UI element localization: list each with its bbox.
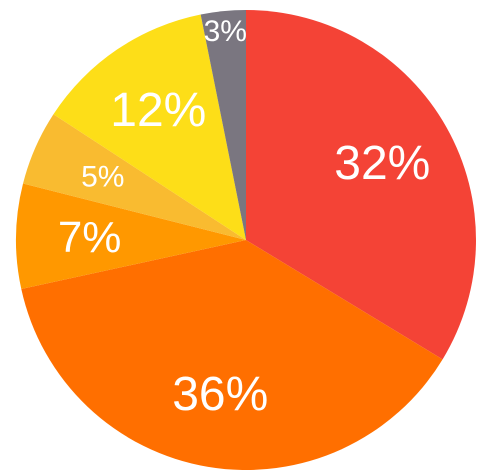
slice-label: 12% [110, 84, 206, 137]
pie-slice [53, 14, 247, 241]
pie-slice [200, 10, 246, 240]
slice-label: 32% [334, 137, 430, 190]
pie-slice [21, 240, 443, 470]
slice-label: 3% [204, 15, 247, 48]
pie-slice [246, 10, 476, 360]
pie-slice [15, 183, 247, 290]
slice-label: 5% [81, 161, 124, 194]
pie-slice [23, 114, 247, 240]
slice-label: 36% [172, 368, 268, 421]
slice-label: 7% [58, 213, 122, 262]
